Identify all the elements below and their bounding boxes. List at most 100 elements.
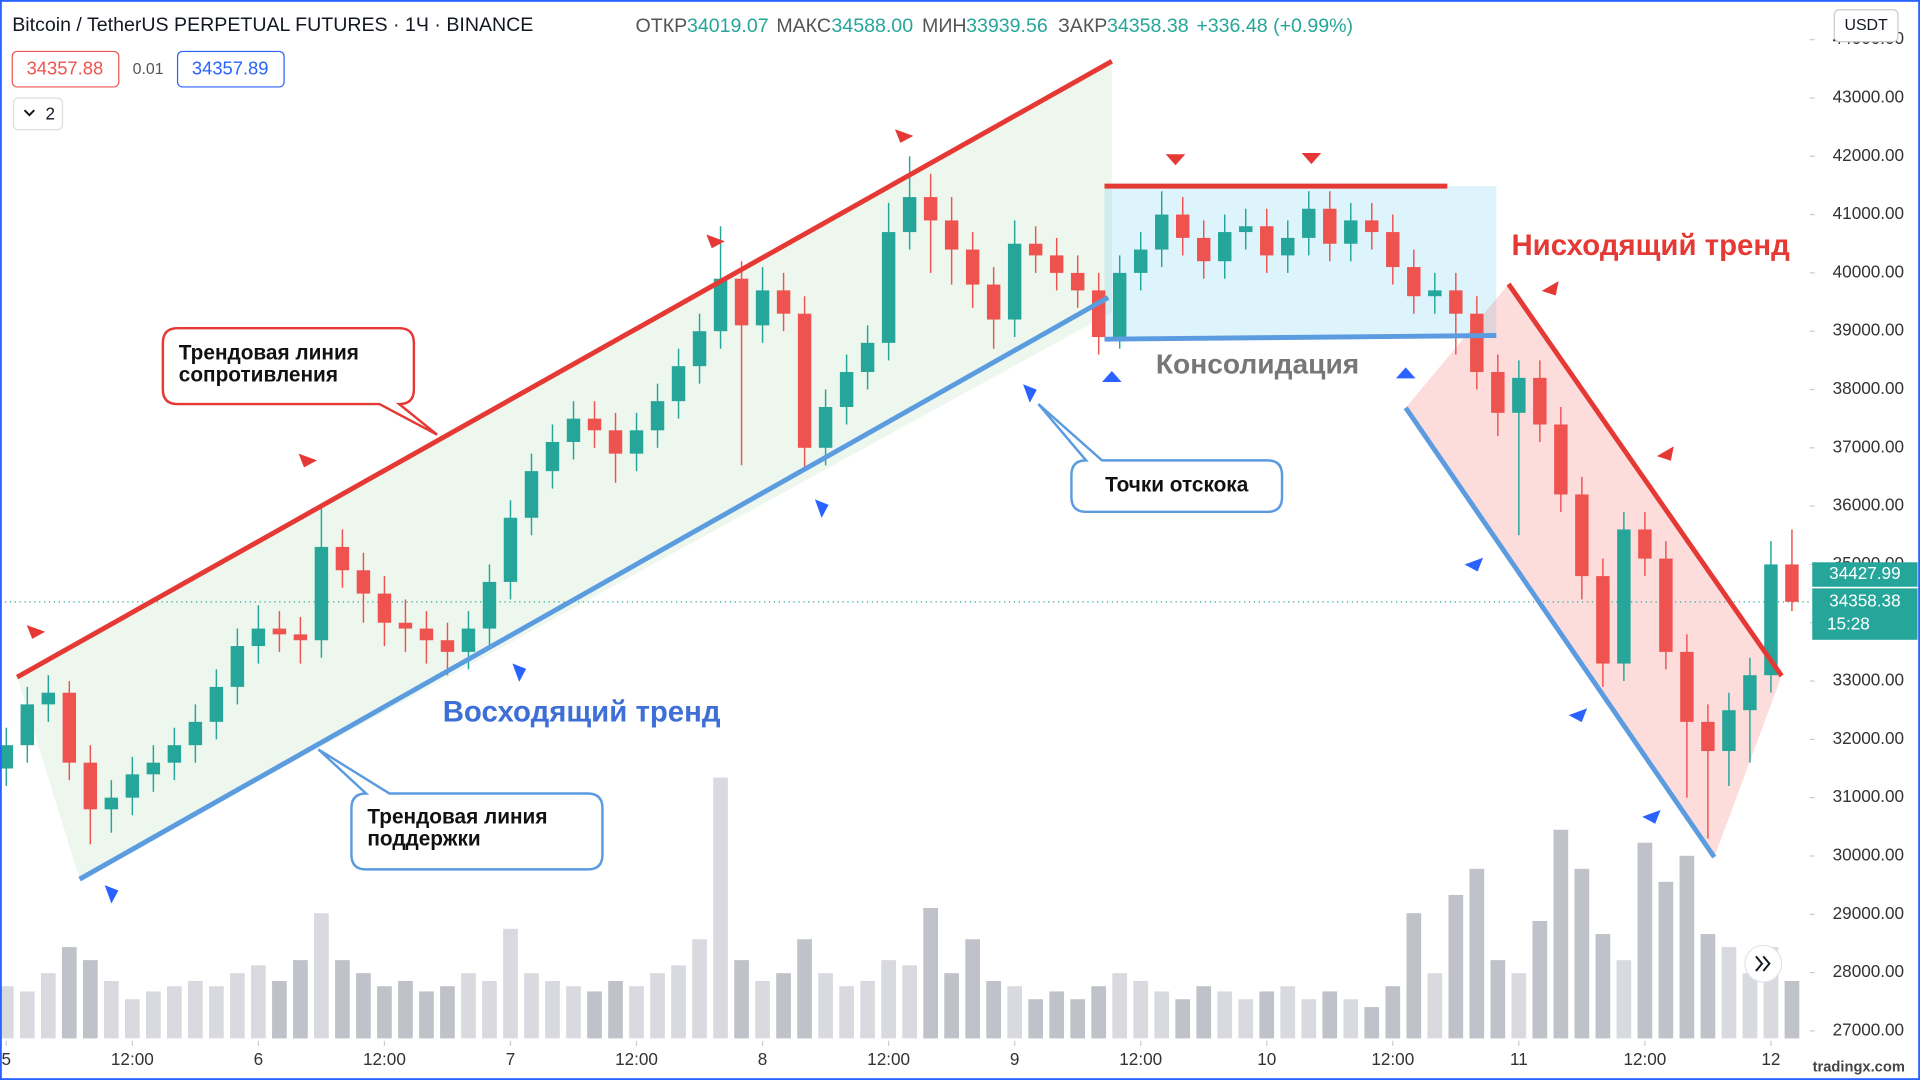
candle-body: [503, 517, 518, 582]
watermark: tradingx.com: [1813, 1060, 1905, 1076]
volume-bar: [587, 991, 602, 1039]
y-tick-label: 27000.00: [1833, 1019, 1904, 1039]
ask-price[interactable]: 34357.89: [192, 58, 269, 79]
volume-bar: [1469, 868, 1485, 1039]
candle-body: [482, 581, 497, 629]
candle-body: [671, 366, 686, 402]
candle-body: [860, 342, 875, 373]
volume-bar: [860, 980, 875, 1039]
sell-button[interactable]: [11, 50, 120, 88]
y-tick-label: 33000.00: [1833, 670, 1904, 690]
x-tick-label: 11: [1510, 1049, 1528, 1069]
volume-bar: [1784, 980, 1800, 1039]
volume-bar: [1658, 881, 1674, 1039]
x-tick-label: 9: [1010, 1049, 1020, 1069]
x-tick-label: 12: [1761, 1049, 1780, 1069]
candle-body: [1470, 313, 1484, 373]
candle-body: [1407, 267, 1421, 297]
volume-bar: [650, 973, 665, 1039]
ohlc-value: 34358.38: [1107, 15, 1189, 37]
indicators-count[interactable]: 2: [45, 104, 55, 124]
touch-marker: [1102, 371, 1122, 383]
touch-marker: [1568, 708, 1588, 723]
marker-price: 34427.99: [1829, 563, 1900, 583]
candle-body: [314, 546, 329, 641]
candle-body: [1554, 424, 1568, 495]
candle-body: [1533, 377, 1547, 425]
volume-bar: [82, 960, 98, 1039]
callout-text: Трендовая линия: [179, 341, 359, 364]
candle-body: [1512, 377, 1526, 413]
indicators-toggle[interactable]: [12, 97, 64, 131]
volume-bar: [1238, 999, 1254, 1039]
touch-marker: [1656, 446, 1674, 461]
x-tick-label: 12:00: [1371, 1049, 1414, 1069]
candle-body: [293, 634, 308, 641]
x-tick-label: 12:00: [111, 1049, 154, 1069]
double-chevron-icon: [1755, 955, 1771, 972]
volume-bar: [1091, 986, 1107, 1039]
candle-body: [1112, 272, 1127, 338]
volume-bar: [692, 939, 707, 1039]
volume-bar: [1007, 986, 1023, 1039]
candle-body: [1428, 290, 1442, 297]
candle-body: [62, 692, 77, 763]
volume-bar: [524, 973, 539, 1039]
buy-button[interactable]: [176, 50, 285, 88]
volume-bar: [818, 973, 833, 1039]
candle-body: [650, 401, 665, 431]
ohlc-label: МИН: [922, 15, 967, 37]
x-tick-label: 12:00: [615, 1049, 658, 1069]
candle-body: [104, 797, 119, 810]
volume-bar: [1385, 986, 1401, 1039]
x-tick-label: 10: [1257, 1049, 1276, 1069]
touch-marker: [1023, 384, 1037, 403]
candle-body: [566, 418, 581, 442]
candle-body: [1323, 208, 1337, 244]
candle-body: [1365, 220, 1379, 233]
candle-body: [272, 628, 287, 635]
spread: 0.01: [133, 61, 164, 78]
y-tick-label: 28000.00: [1833, 961, 1904, 981]
candle-body: [818, 406, 833, 448]
y-tick-label: 29000.00: [1833, 903, 1904, 923]
candle-body: [1491, 372, 1505, 413]
y-tick-label: 36000.00: [1833, 495, 1904, 515]
candle-body: [0, 745, 14, 769]
uptrend-label: Восходящий тренд: [443, 696, 721, 729]
callout-text: поддержки: [367, 828, 480, 851]
volume-bar: [124, 999, 140, 1039]
touch-marker: [1464, 557, 1484, 572]
currency-button[interactable]: [1833, 9, 1899, 43]
x-tick-label: 7: [506, 1049, 516, 1069]
consolidation-zone: [1104, 186, 1497, 338]
candle-body: [1218, 232, 1232, 262]
volume-bar: [1448, 894, 1464, 1039]
volume-bar: [503, 928, 518, 1039]
downtrend-label: Нисходящий тренд: [1511, 229, 1790, 262]
candle-body: [1449, 290, 1463, 314]
candle-body: [1785, 564, 1799, 602]
currency[interactable]: USDT: [1844, 17, 1888, 34]
bid-price[interactable]: 34357.88: [27, 58, 104, 79]
volume-bar: [1133, 980, 1149, 1039]
volume-bar: [1154, 991, 1170, 1039]
support-touches: [104, 367, 1661, 904]
x-tick-label: 12:00: [363, 1049, 406, 1069]
volume-bar: [965, 939, 980, 1039]
callout-text: сопротивления: [179, 363, 338, 386]
volume-bar: [209, 986, 224, 1039]
candle-body: [1049, 255, 1064, 273]
candle-body: [377, 593, 392, 623]
candle-body: [839, 372, 854, 407]
callout-box: [1037, 403, 1284, 514]
touch-marker: [1301, 153, 1322, 165]
volume-bar: [1343, 999, 1359, 1039]
volume-bar: [713, 777, 728, 1039]
candle-body: [1596, 576, 1610, 664]
volume-bar: [1742, 973, 1758, 1039]
candle-body: [734, 278, 749, 326]
candle-body: [545, 441, 560, 472]
